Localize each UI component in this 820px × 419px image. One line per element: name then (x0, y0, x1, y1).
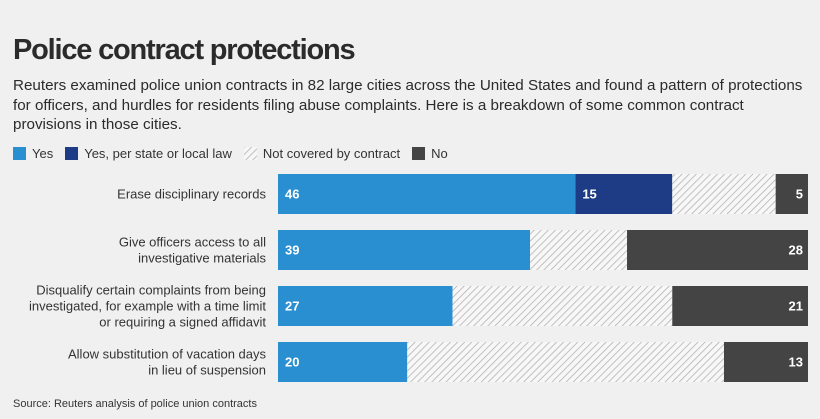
data-label: 5 (796, 187, 803, 202)
category-label-line: or requiring a signed affidavit (99, 315, 266, 330)
source-note: Source: Reuters analysis of police union… (13, 398, 257, 410)
legend-item-yes-law: Yes, per state or local law (65, 146, 232, 161)
data-label: 27 (285, 299, 299, 314)
legend-label-no: No (431, 146, 448, 161)
legend-swatch-yes (13, 147, 26, 160)
bar-segment (775, 174, 808, 214)
bar-segment (530, 230, 628, 270)
legend-label-yes-law: Yes, per state or local law (84, 146, 232, 161)
bar-segment (672, 174, 776, 214)
bar-segment (407, 342, 724, 382)
bar-segment (627, 230, 808, 270)
category-label-line: investigated, for example with a time li… (29, 299, 266, 314)
legend-item-no: No (412, 146, 448, 161)
legend-item-not-covered: Not covered by contract (243, 146, 401, 161)
chart-subtitle: Reuters examined police union contracts … (13, 77, 803, 133)
category-label-line: Give officers access to all (119, 235, 266, 250)
bar-segment (278, 342, 408, 382)
legend-swatch-no (412, 147, 426, 160)
category-label: Erase disciplinary records (117, 187, 266, 202)
legend: Yes Yes, per state or local law Not cove… (13, 146, 460, 161)
bar-segment (723, 342, 808, 382)
bar-segment (575, 174, 673, 214)
bar-segment (672, 286, 808, 326)
legend-swatch-yes-law (65, 147, 79, 160)
chart-title: Police contract protections (13, 34, 356, 66)
legend-item-yes: Yes (13, 146, 53, 161)
data-label: 21 (789, 299, 803, 314)
category-label: Disqualify certain complaints from being… (29, 283, 266, 330)
legend-swatch-not-covered (243, 147, 257, 160)
legend-label-yes: Yes (32, 146, 54, 161)
data-label: 46 (285, 187, 299, 202)
bar-segment (278, 230, 531, 270)
category-label-line: Allow substitution of vacation days (68, 347, 266, 362)
bar-segment (452, 286, 673, 326)
data-label: 15 (582, 187, 596, 202)
bar-segment (278, 286, 453, 326)
category-label: Give officers access to all investigative… (119, 235, 267, 266)
data-label: 13 (789, 355, 803, 370)
legend-label-not-covered: Not covered by contract (262, 146, 401, 161)
category-label-line: investigative materials (138, 251, 266, 266)
category-label-line: Erase disciplinary records (117, 187, 266, 202)
category-label-line: in lieu of suspension (148, 363, 266, 378)
data-label: 20 (285, 355, 299, 370)
bar-segment (278, 174, 576, 214)
category-label: Allow substitution of vacation days in li… (68, 347, 266, 378)
data-label: 28 (789, 243, 803, 258)
data-label: 39 (285, 243, 299, 258)
category-label-line: Disqualify certain complaints from being (36, 283, 266, 298)
